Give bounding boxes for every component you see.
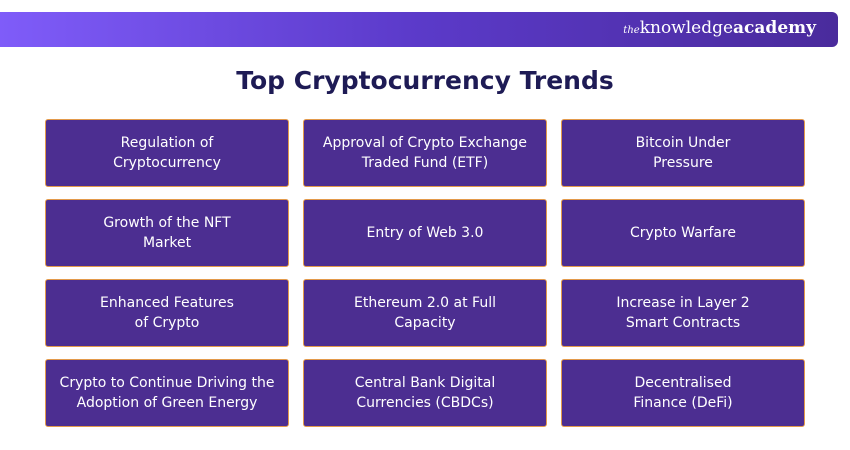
- brand-logo[interactable]: theknowledgeacademy: [623, 18, 816, 38]
- card-text: Enhanced Features: [100, 295, 234, 311]
- trend-card: Crypto Warfare: [561, 199, 805, 267]
- card-text: of Crypto: [134, 315, 200, 331]
- trend-card: Central Bank Digital Currencies (CBDCs): [303, 359, 547, 427]
- card-text: Smart Contracts: [625, 315, 741, 331]
- brand-the: the: [623, 25, 640, 36]
- card-text: Entry of Web 3.0: [366, 225, 484, 241]
- trend-card: Crypto to Continue Driving the Adoption o…: [45, 359, 289, 427]
- page-title: Top Cryptocurrency Trends: [236, 66, 614, 95]
- card-text: Central Bank Digital: [354, 375, 496, 391]
- card-text: Currencies (CBDCs): [356, 395, 494, 411]
- brand-knowledge: knowledge: [639, 18, 734, 38]
- card-text: Pressure: [653, 155, 713, 171]
- card-text: Approval of Crypto Exchange: [322, 135, 528, 151]
- trend-card: Increase in Layer 2 Smart Contracts: [561, 279, 805, 347]
- trend-card: Enhanced Features of Crypto: [45, 279, 289, 347]
- card-text: Traded Fund (ETF): [361, 155, 489, 171]
- card-text: Bitcoin Under: [635, 135, 731, 151]
- card-text: Ethereum 2.0 at Full: [353, 295, 497, 311]
- card-text: Crypto Warfare: [629, 225, 737, 241]
- card-text: Increase in Layer 2: [616, 295, 750, 311]
- trend-card: Growth of the NFT Market: [45, 199, 289, 267]
- trend-card: Bitcoin Under Pressure: [561, 119, 805, 187]
- trend-card: Decentralised Finance (DeFi): [561, 359, 805, 427]
- card-text: Adoption of Green Energy: [76, 395, 258, 411]
- card-text: Finance (DeFi): [633, 395, 733, 411]
- card-text: Regulation of: [120, 135, 214, 151]
- card-text: Capacity: [394, 315, 456, 331]
- card-text: Decentralised: [634, 375, 732, 391]
- trend-card: Ethereum 2.0 at Full Capacity: [303, 279, 547, 347]
- card-text: Growth of the NFT: [103, 215, 231, 231]
- trend-card: Regulation of Cryptocurrency: [45, 119, 289, 187]
- card-text: Market: [142, 235, 192, 251]
- trend-card: Approval of Crypto Exchange Traded Fund (…: [303, 119, 547, 187]
- brand-academy: academy: [733, 18, 816, 38]
- card-text: Crypto to Continue Driving the: [59, 375, 275, 391]
- trend-card: Entry of Web 3.0: [303, 199, 547, 267]
- header-banner: theknowledgeacademy: [0, 12, 838, 47]
- card-text: Cryptocurrency: [113, 155, 221, 171]
